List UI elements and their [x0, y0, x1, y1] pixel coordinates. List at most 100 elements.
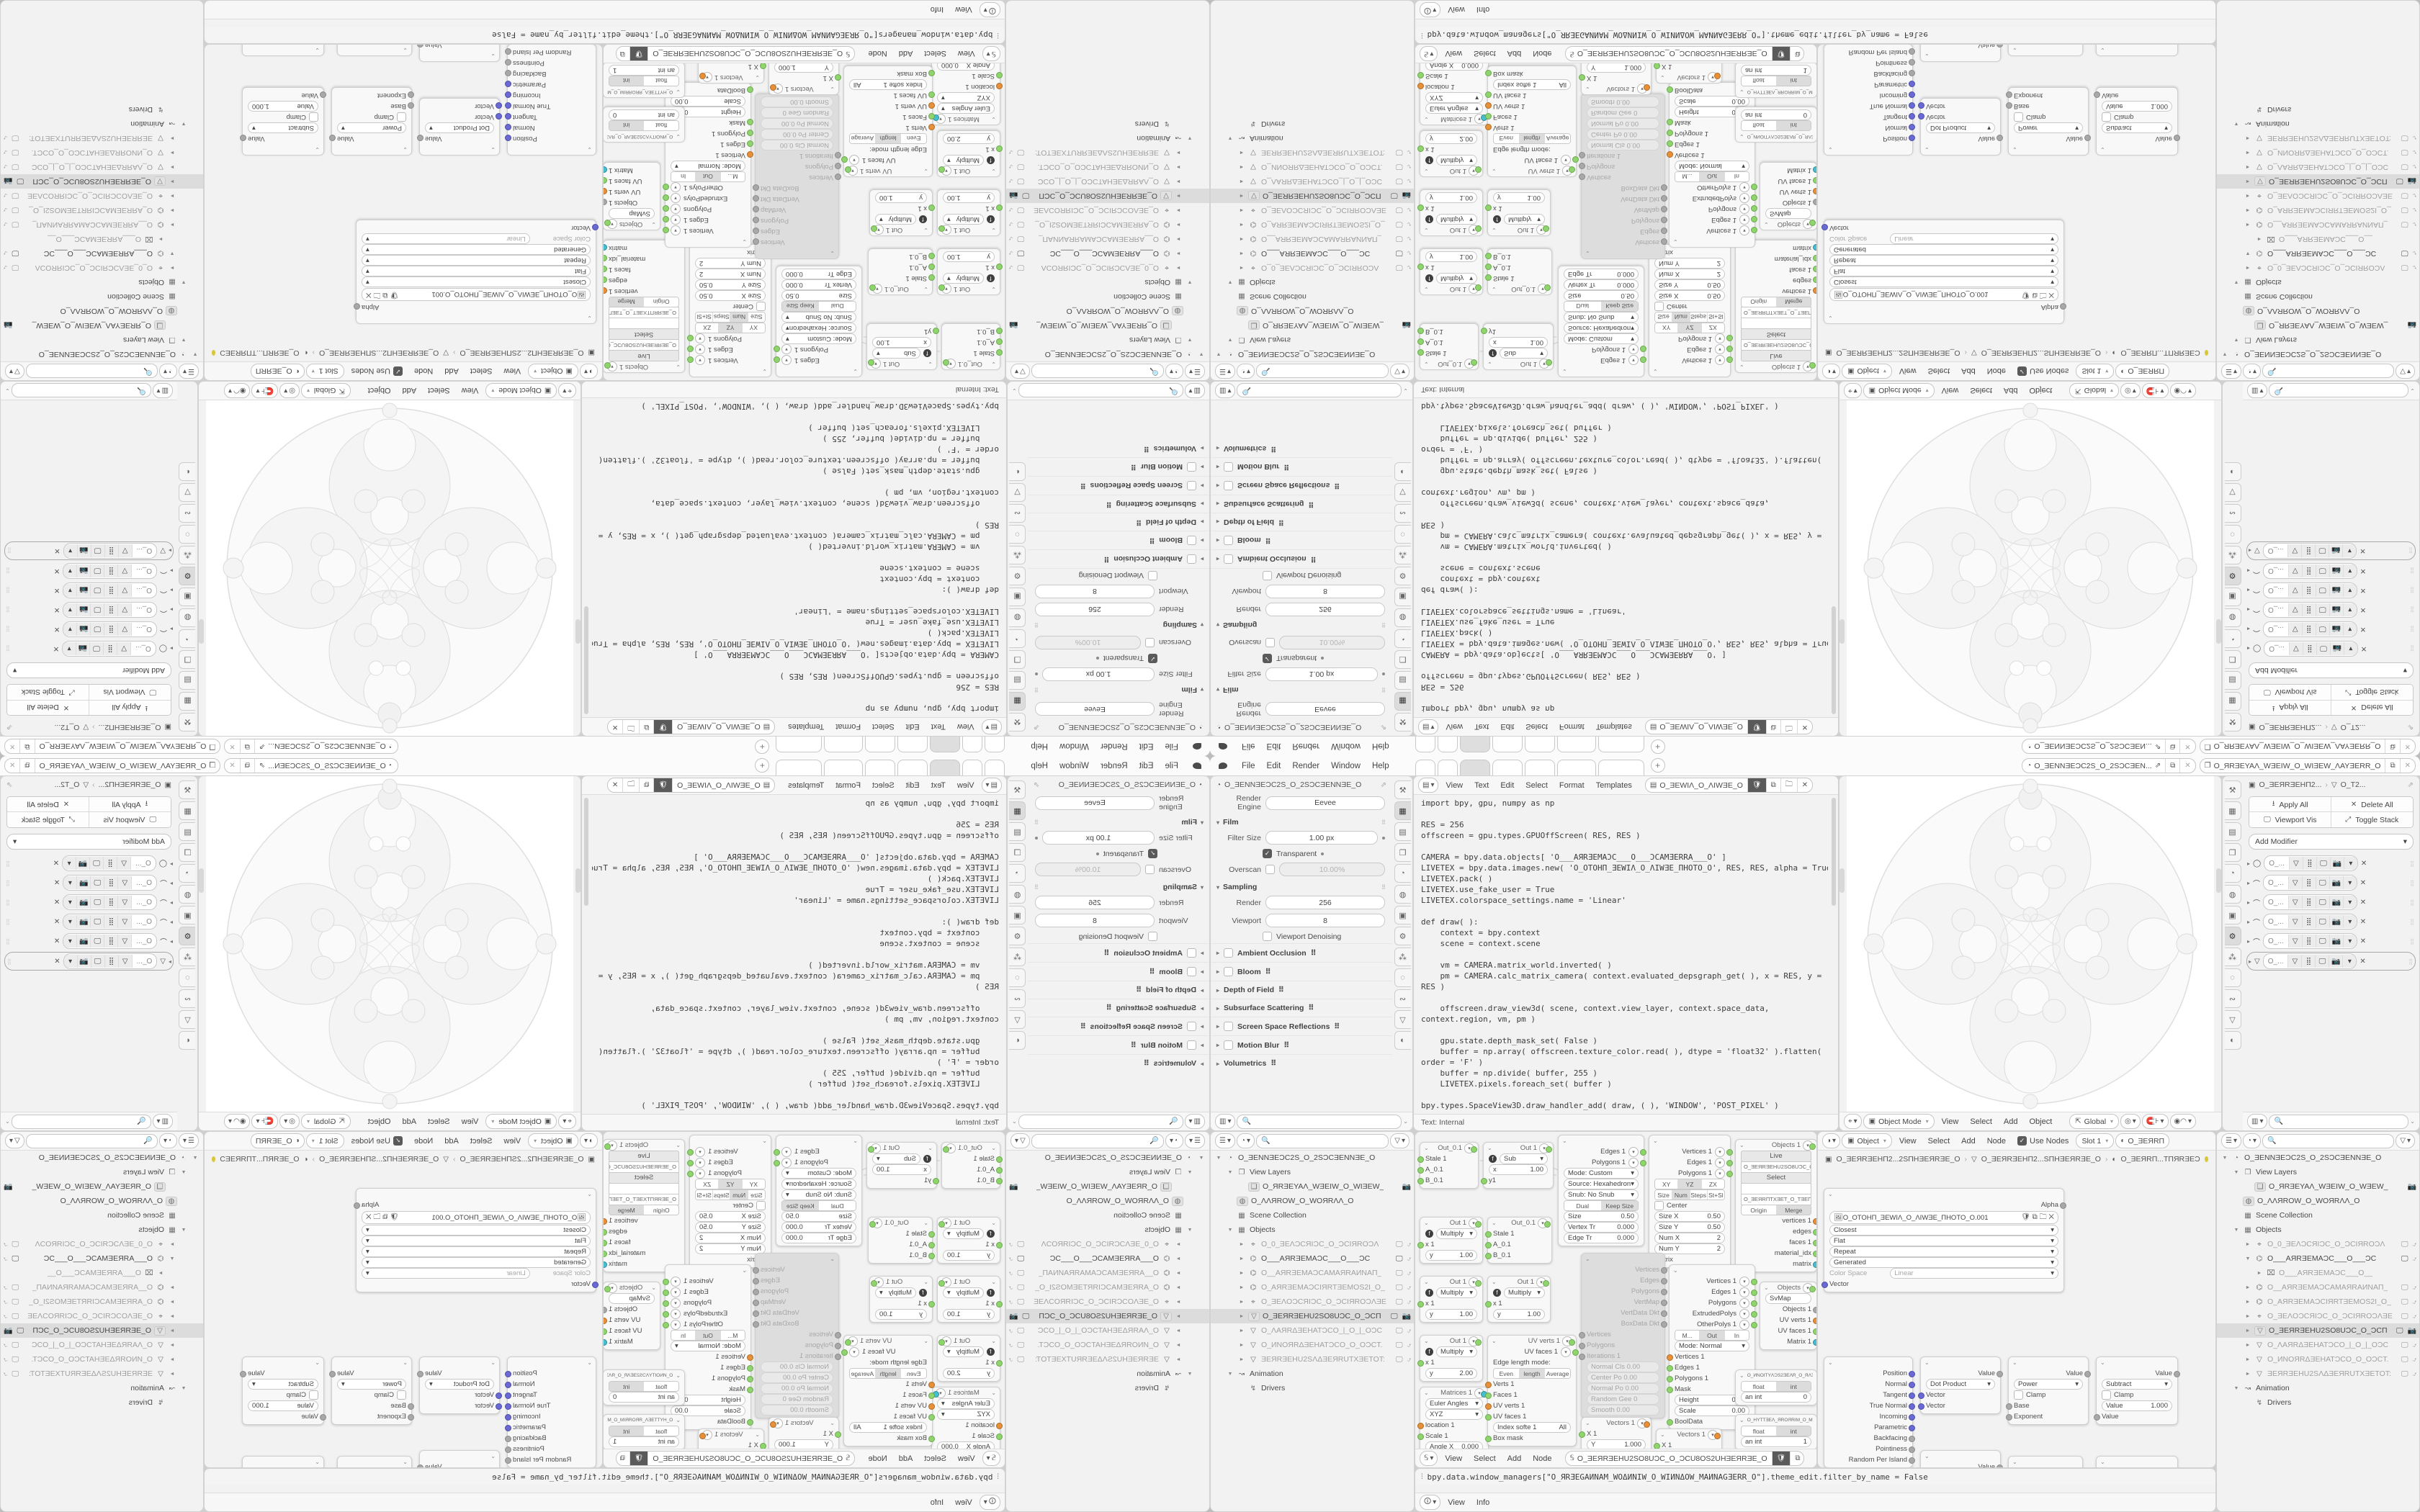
outliner-row[interactable]: ► ⌖ O_0_ƎEΛƆCЯIƆC_O_ƆCIЯROƆΛ 🖵 ⍻	[1239, 264, 1411, 272]
outliner-row[interactable]: ▼ ↝ Animation	[130, 1384, 187, 1392]
outliner-row[interactable]: ► ⌬ O_AЯRƎEMAƆCIЯRTƎEMOS2I_O_ 🖵 ⍻	[4, 206, 175, 215]
outliner-row[interactable]: ▼ ⌬ O___AЯRƎEMAƆC___O___ƆC 🖵 ⍻	[4, 249, 175, 258]
node-field[interactable]: SvMap	[609, 1293, 655, 1304]
transparent-checkbox[interactable]: ✓	[1148, 654, 1157, 663]
panel-header-subsurface-scattering[interactable]: ▸ Subsurface Scattering ⠿	[1028, 999, 1209, 1017]
text-menu-format[interactable]: Format	[1559, 722, 1585, 732]
properties-search-input[interactable]: 🔍	[2269, 383, 2409, 398]
proportional-edit-button[interactable]: ◎ ▾	[2120, 1114, 2141, 1129]
panel-header-depth-of-field[interactable]: ▸ Depth of Field ⠿	[1211, 981, 1392, 999]
node-select[interactable]: Multiply ▾	[875, 1287, 916, 1298]
outliner-row[interactable]: ► ▽ O_ИNOЯRΔƎEHATƆCO_O_OƆCT. 🖵 ⍻	[4, 1355, 175, 1364]
new-scene-icon[interactable]: ⧉	[240, 739, 255, 753]
properties-tab-6[interactable]: ▣	[179, 588, 196, 606]
unlink-text-icon[interactable]: ✕	[607, 720, 624, 734]
modifier-extras-menu[interactable]: ▾	[63, 623, 78, 636]
properties-tab-0[interactable]: ⚒	[179, 780, 196, 799]
new-view-layer-icon[interactable]: ⧉	[2385, 759, 2399, 773]
properties-tab-8[interactable]: ⁂	[179, 948, 196, 966]
node[interactable]: ⌄ Alpha 🖼 O_OTOHП_ƎEWIΛ_O_ΛIWƎE_ПHOTO_O.001…	[354, 220, 599, 324]
outliner-row[interactable]: ▼ ⌬ O___AЯRƎEMAƆC___O___ƆC 🖵 ⍻	[2245, 1254, 2416, 1263]
delete-modifier-button[interactable]: ✕	[53, 917, 60, 926]
disable-viewport-icon[interactable]: 🖵	[1022, 192, 1030, 200]
realtime-toggle[interactable]: 🖵	[2315, 915, 2329, 928]
panel-checkbox[interactable]	[1224, 462, 1234, 472]
properties-tab-5[interactable]: ◍	[1394, 608, 1411, 627]
edit-mode-toggle[interactable]: ▽	[2287, 896, 2302, 909]
text-menu-edit[interactable]: Edit	[1500, 722, 1515, 732]
node-select[interactable]: Multiply ▾	[943, 1287, 984, 1298]
editmode-display-toggle[interactable]: ⣿	[2301, 584, 2316, 597]
node-field[interactable]: y 1.00	[1493, 192, 1545, 203]
properties-tab-3[interactable]: ❐	[1394, 650, 1411, 669]
node[interactable]: ⌄ Out_0.1 ▾ Stale 1 A_0.1 B_0.1	[1485, 1217, 1552, 1264]
node-field[interactable]: Edge Tr 0.000	[781, 1233, 856, 1243]
editor-type-button[interactable]: 🛈 ▾	[1420, 1495, 1441, 1510]
transform-orientation-dropdown[interactable]: ⇱ Global ▾	[300, 383, 351, 398]
properties-tab-1[interactable]: ▦	[179, 692, 196, 711]
properties-tab-2[interactable]: ▤	[1009, 671, 1026, 690]
node-field[interactable]: y 1.00	[943, 1250, 995, 1261]
editor-type-button[interactable]: ▥ ▾	[1215, 1114, 1236, 1129]
edit-mode-toggle[interactable]: ▽	[118, 544, 133, 557]
info-menu-view[interactable]: View	[955, 5, 972, 14]
delete-view-layer-icon[interactable]: ✕	[2399, 759, 2415, 773]
panel-header-sampling[interactable]: ▾ Sampling ⠿	[1216, 621, 1386, 629]
outliner-row[interactable]: ❏ O_ЯRƎEYAΛ_WƎEIW_O_WƎEW_ 📷	[1, 1179, 203, 1194]
material-selector[interactable]: ◐ O_ƎEЯRП	[250, 1133, 305, 1148]
disable-viewport-icon[interactable]: 🖵	[1395, 1326, 1403, 1335]
geo-menu-add[interactable]: Add	[1507, 1454, 1522, 1463]
panel-checkbox[interactable]	[1224, 554, 1234, 564]
node-toggle-int[interactable]: int	[609, 76, 644, 86]
node-select[interactable]: Mode: Normal ▾	[671, 161, 745, 171]
pin-icon[interactable]: ⇗	[259, 762, 266, 770]
outliner-row[interactable]: ▼ ❐ View Layers	[2233, 336, 2298, 344]
text-menu-templates[interactable]: Templates	[788, 722, 825, 732]
editor-type-button[interactable]: ◑ ▾	[579, 1133, 598, 1148]
node-name-field[interactable]	[609, 318, 679, 330]
edit-mode-toggle[interactable]: ▽	[2287, 935, 2302, 948]
node-field[interactable]: Size X 0.50	[1654, 290, 1725, 301]
editmode-display-toggle[interactable]: ⣿	[2301, 955, 2316, 968]
outliner-row[interactable]: ► ▽ O_ΛAЯRΔƎEHATƆCO_|_O_|_OƆC 🖵 ⍻	[1239, 1326, 1411, 1335]
add-modifier-dropdown[interactable]: Add Modifier ▾	[6, 834, 171, 850]
disable-render-icon[interactable]: ⍻	[2412, 1297, 2417, 1306]
viewport-denoising-checkbox[interactable]	[1263, 571, 1272, 580]
node-select[interactable]: Snub: No Snub ▾	[781, 312, 856, 323]
outliner-row[interactable]: ► ▽ O_ИNOЯRΔƎEHATƆCO_O_OƆCT. 🖵 ⍻	[1239, 163, 1411, 171]
viewport-canvas[interactable]	[206, 400, 573, 736]
disable-viewport-icon[interactable]: 🖵	[1017, 235, 1025, 243]
node-toggle-st+sl[interactable]: St+Sl	[696, 312, 713, 322]
properties-tab-6[interactable]: ▣	[1009, 906, 1026, 924]
node[interactable]: ⌄ Out 1 ▾ f Multiply ▾ x 1 y 1.00	[937, 189, 1003, 236]
properties-tab-9[interactable]: ◌	[1009, 968, 1026, 987]
outliner-row[interactable]: ► ⌬ O__AЯRƎEMAƆCAMAЯRAИNAП_ 🖵 ⍻	[1009, 235, 1181, 243]
delete-modifier-button[interactable]: ✕	[53, 625, 60, 634]
disable-viewport-icon[interactable]: 🖵	[12, 1369, 19, 1378]
outliner-row[interactable]: ❏ O_ЯRƎEYAΛ_WƎEIW_O_WƎEW_ 📷	[2217, 318, 2419, 333]
node[interactable]: ⌄ Alpha 🖼 O_OTOHП_ƎEWIΛ_O_ΛIWƎE_ПHOTO_O.001…	[1821, 220, 2066, 324]
editmode-display-toggle[interactable]: ⣿	[104, 544, 119, 557]
toolbar-toggle-tab[interactable]	[1839, 619, 1845, 644]
node[interactable]: ⌄Vectors 1▾X 1Y 1Z 1	[698, 63, 766, 84]
properties-tab-0[interactable]: ⚒	[2224, 780, 2241, 799]
outliner-row[interactable]: ► ⌖ O_ƎEΛOƆCЯIƆC_O_ƆCIЯROƆΛƎE 🖵 ⍻	[2245, 1312, 2416, 1320]
properties-tab-10[interactable]: ∾	[1009, 504, 1026, 523]
display-mode-button[interactable]: ◔ ▾	[158, 364, 177, 379]
render-visibility-icon[interactable]: 📷	[1009, 192, 1018, 200]
properties-tab-9[interactable]: ◌	[179, 525, 196, 544]
properties-tab-8[interactable]: ⁂	[1394, 546, 1411, 564]
panel-header-screen-space-reflections[interactable]: ▸ Screen Space Reflections ⠿	[1028, 477, 1209, 495]
node[interactable]: ⌄ UV verts 1 ▾ UV faces 1 ▾ Edge length mode:…	[841, 66, 935, 177]
text-menu-templates[interactable]: Templates	[1595, 780, 1632, 790]
node-select[interactable]: Repeat ▾	[1829, 255, 2058, 266]
node[interactable]: ⌄ValueAdd▾	[242, 1456, 324, 1467]
outliner-row[interactable]: ► ▽ O_ƎEЯRƎEHU2SO8UƆC_O_ƆCП 🖵 📷	[1211, 189, 1414, 203]
node-toggle-float[interactable]: float	[1742, 121, 1777, 130]
disable-viewport-icon[interactable]: 🖵	[12, 1283, 19, 1292]
disable-render-icon[interactable]: ⍻	[4, 264, 8, 272]
modifier-row[interactable]: ▸ ⌒ O_... ▽ ⣿ 🖵 📷 ▾ ✕ ⣿	[2247, 602, 2415, 618]
new-scene-icon[interactable]: ⧉	[240, 759, 255, 773]
node-checkbox[interactable]	[1654, 302, 1664, 311]
node-select[interactable]: Multiply ▾	[1504, 214, 1545, 225]
